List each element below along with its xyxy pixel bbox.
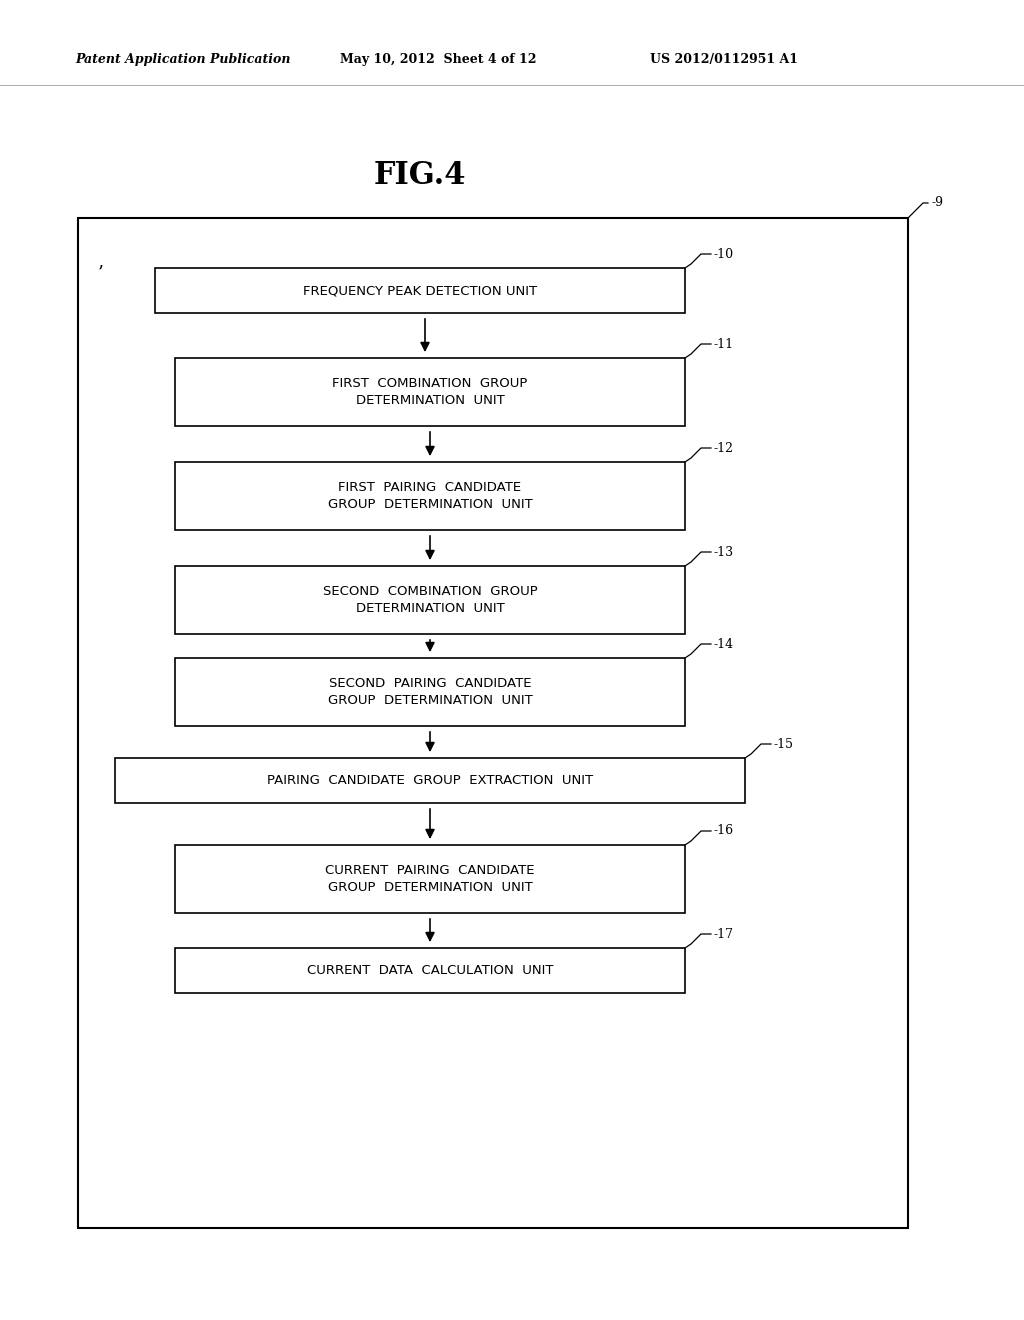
Bar bbox=[175, 845, 685, 913]
Bar bbox=[175, 358, 685, 426]
Bar bbox=[78, 218, 908, 1228]
Bar bbox=[175, 462, 685, 531]
Bar bbox=[175, 566, 685, 634]
Text: -12: -12 bbox=[714, 441, 734, 454]
Text: SECOND  COMBINATION  GROUP
DETERMINATION  UNIT: SECOND COMBINATION GROUP DETERMINATION U… bbox=[323, 585, 538, 615]
Text: FREQUENCY PEAK DETECTION UNIT: FREQUENCY PEAK DETECTION UNIT bbox=[303, 284, 537, 297]
Text: CURRENT  DATA  CALCULATION  UNIT: CURRENT DATA CALCULATION UNIT bbox=[307, 964, 553, 977]
Bar bbox=[175, 657, 685, 726]
Text: FIRST  COMBINATION  GROUP
DETERMINATION  UNIT: FIRST COMBINATION GROUP DETERMINATION UN… bbox=[333, 378, 527, 407]
Text: ’: ’ bbox=[98, 264, 103, 282]
Text: -9: -9 bbox=[931, 197, 943, 210]
Text: -15: -15 bbox=[774, 738, 794, 751]
Bar bbox=[115, 758, 745, 803]
Text: Patent Application Publication: Patent Application Publication bbox=[75, 54, 291, 66]
Text: -17: -17 bbox=[714, 928, 734, 940]
Text: -13: -13 bbox=[714, 545, 734, 558]
Text: PAIRING  CANDIDATE  GROUP  EXTRACTION  UNIT: PAIRING CANDIDATE GROUP EXTRACTION UNIT bbox=[267, 774, 593, 787]
Text: -11: -11 bbox=[714, 338, 734, 351]
Bar bbox=[175, 948, 685, 993]
Bar bbox=[155, 268, 685, 313]
Text: CURRENT  PAIRING  CANDIDATE
GROUP  DETERMINATION  UNIT: CURRENT PAIRING CANDIDATE GROUP DETERMIN… bbox=[326, 865, 535, 894]
Text: FIRST  PAIRING  CANDIDATE
GROUP  DETERMINATION  UNIT: FIRST PAIRING CANDIDATE GROUP DETERMINAT… bbox=[328, 480, 532, 511]
Text: US 2012/0112951 A1: US 2012/0112951 A1 bbox=[650, 54, 798, 66]
Text: FIG.4: FIG.4 bbox=[374, 160, 466, 190]
Text: -10: -10 bbox=[714, 248, 734, 260]
Text: May 10, 2012  Sheet 4 of 12: May 10, 2012 Sheet 4 of 12 bbox=[340, 54, 537, 66]
Text: SECOND  PAIRING  CANDIDATE
GROUP  DETERMINATION  UNIT: SECOND PAIRING CANDIDATE GROUP DETERMINA… bbox=[328, 677, 532, 708]
Text: -14: -14 bbox=[714, 638, 734, 651]
Text: -16: -16 bbox=[714, 825, 734, 837]
